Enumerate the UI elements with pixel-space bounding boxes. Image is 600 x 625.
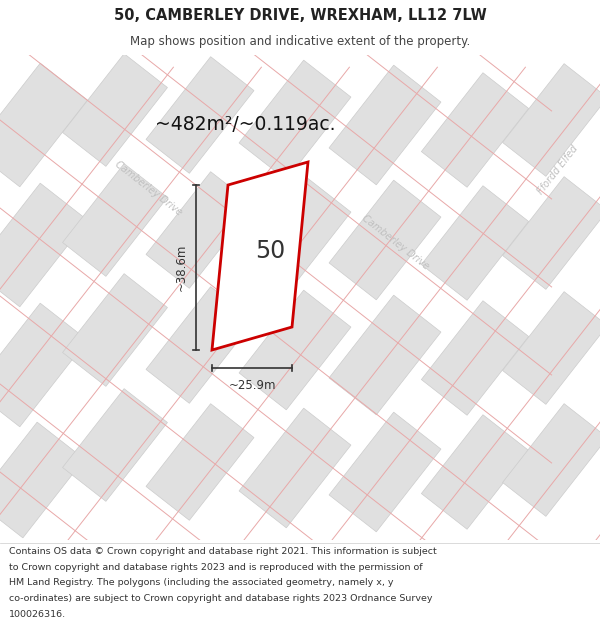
Text: Camberley Drive: Camberley Drive xyxy=(113,159,184,218)
Text: 50, CAMBERLEY DRIVE, WREXHAM, LL12 7LW: 50, CAMBERLEY DRIVE, WREXHAM, LL12 7LW xyxy=(113,8,487,23)
Polygon shape xyxy=(329,295,441,415)
Polygon shape xyxy=(146,287,254,403)
Polygon shape xyxy=(239,290,351,410)
Polygon shape xyxy=(0,422,85,538)
Polygon shape xyxy=(503,404,600,516)
Polygon shape xyxy=(421,186,529,300)
Polygon shape xyxy=(329,180,441,300)
Polygon shape xyxy=(239,408,351,528)
Polygon shape xyxy=(329,412,441,532)
Text: Camberley Drive: Camberley Drive xyxy=(359,213,430,271)
Polygon shape xyxy=(62,389,167,501)
Polygon shape xyxy=(421,72,529,188)
Text: ~25.9m: ~25.9m xyxy=(228,379,276,392)
Polygon shape xyxy=(421,415,529,529)
Polygon shape xyxy=(0,183,88,307)
Polygon shape xyxy=(212,162,308,350)
Text: 100026316.: 100026316. xyxy=(9,610,66,619)
Polygon shape xyxy=(0,303,88,427)
Polygon shape xyxy=(62,164,167,276)
Polygon shape xyxy=(239,60,351,180)
Text: ~482m²/~0.119ac.: ~482m²/~0.119ac. xyxy=(155,116,335,134)
Polygon shape xyxy=(0,63,88,187)
Text: Ffordd Elfed: Ffordd Elfed xyxy=(536,144,580,196)
Polygon shape xyxy=(503,292,600,404)
Polygon shape xyxy=(146,404,254,520)
Polygon shape xyxy=(146,57,254,173)
Text: 50: 50 xyxy=(255,239,285,263)
Text: Map shows position and indicative extent of the property.: Map shows position and indicative extent… xyxy=(130,35,470,48)
Text: co-ordinates) are subject to Crown copyright and database rights 2023 Ordnance S: co-ordinates) are subject to Crown copyr… xyxy=(9,594,433,603)
Polygon shape xyxy=(329,65,441,185)
Polygon shape xyxy=(62,274,167,386)
Polygon shape xyxy=(503,64,600,176)
Polygon shape xyxy=(239,175,351,295)
Text: to Crown copyright and database rights 2023 and is reproduced with the permissio: to Crown copyright and database rights 2… xyxy=(9,562,422,571)
Polygon shape xyxy=(146,172,254,288)
Text: Contains OS data © Crown copyright and database right 2021. This information is : Contains OS data © Crown copyright and d… xyxy=(9,547,437,556)
Text: ~38.6m: ~38.6m xyxy=(175,244,188,291)
Polygon shape xyxy=(421,301,529,415)
Text: HM Land Registry. The polygons (including the associated geometry, namely x, y: HM Land Registry. The polygons (includin… xyxy=(9,578,394,587)
Polygon shape xyxy=(62,54,167,166)
Polygon shape xyxy=(503,177,600,289)
